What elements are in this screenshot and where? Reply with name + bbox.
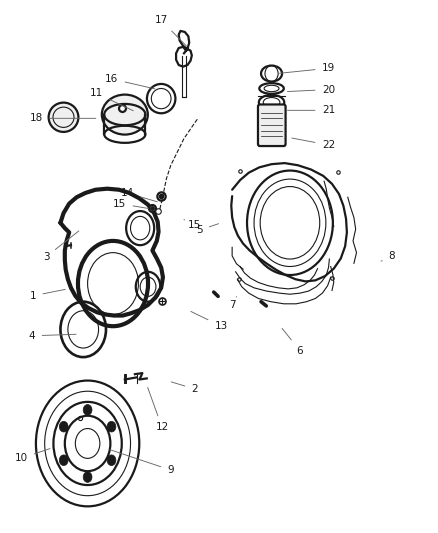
- Circle shape: [83, 405, 92, 415]
- Text: 4: 4: [28, 331, 76, 341]
- Text: 6: 6: [282, 328, 304, 356]
- Text: 19: 19: [279, 63, 335, 73]
- Text: 2: 2: [171, 382, 198, 394]
- Text: 21: 21: [287, 106, 335, 115]
- Text: 14: 14: [120, 188, 157, 202]
- Text: 15: 15: [184, 220, 201, 230]
- Text: 1: 1: [29, 289, 65, 301]
- Circle shape: [107, 455, 116, 466]
- Text: 9: 9: [110, 450, 174, 475]
- Text: 15: 15: [113, 199, 148, 208]
- Text: 13: 13: [191, 311, 228, 331]
- Text: 18: 18: [30, 114, 96, 123]
- Ellipse shape: [49, 102, 78, 132]
- Ellipse shape: [102, 94, 148, 134]
- Circle shape: [59, 455, 68, 466]
- Text: 7: 7: [229, 297, 237, 310]
- Text: 5: 5: [196, 224, 219, 235]
- Text: 10: 10: [14, 449, 50, 463]
- Text: 8: 8: [381, 251, 396, 261]
- Text: 22: 22: [292, 138, 335, 150]
- Text: 16: 16: [105, 74, 155, 89]
- Text: 17: 17: [155, 15, 187, 46]
- Circle shape: [59, 421, 68, 432]
- Text: 3: 3: [42, 231, 79, 262]
- Text: 20: 20: [287, 85, 335, 94]
- Circle shape: [107, 421, 116, 432]
- FancyBboxPatch shape: [258, 104, 286, 146]
- Text: 12: 12: [148, 387, 169, 432]
- Text: 11: 11: [90, 88, 133, 111]
- Circle shape: [83, 472, 92, 482]
